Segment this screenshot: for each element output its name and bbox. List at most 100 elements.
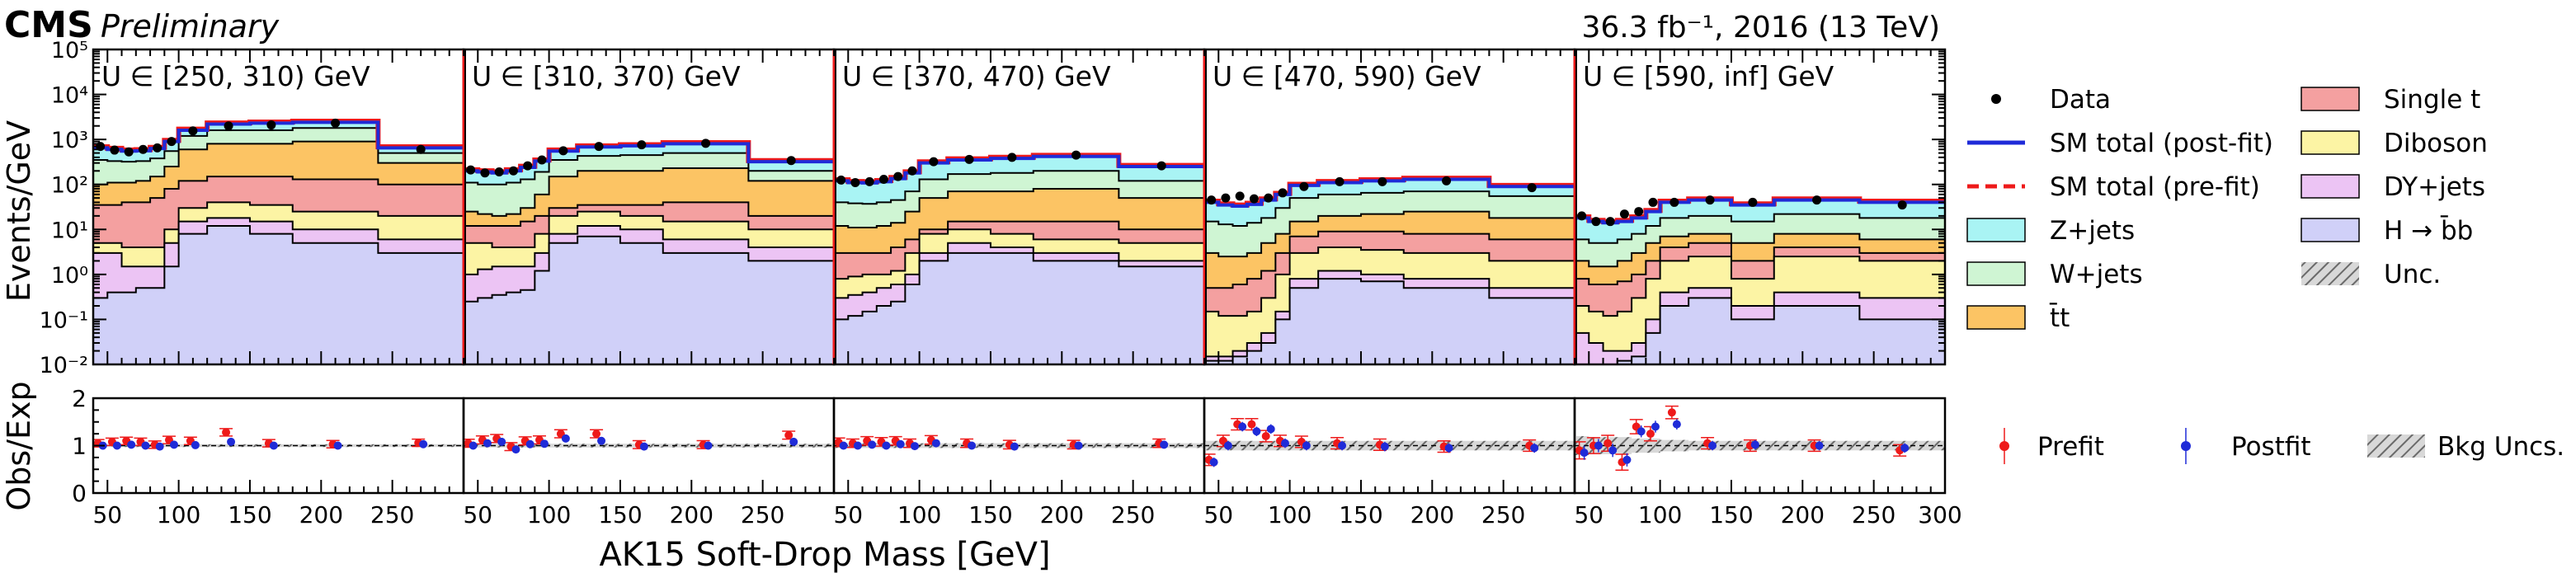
legend: Data SM total (post-fit) SM total (pre-fit…	[1966, 85, 2564, 464]
panel-4: U ∈ [470, 590) GeV 50 100 150 200 250	[1203, 48, 1576, 528]
ratio-y-tick-label: 2	[72, 385, 87, 412]
data-point	[864, 176, 874, 186]
ratio-inner	[93, 428, 464, 451]
ratio-unc-band	[1204, 440, 1219, 451]
data-point	[558, 146, 568, 156]
ratio-postfit-point	[789, 437, 798, 446]
x-tick-label: 50	[1203, 501, 1233, 528]
stack-h-bb	[834, 251, 1204, 364]
ratio-postfit-point	[1530, 444, 1539, 453]
data-point	[701, 139, 711, 148]
data-point	[1897, 200, 1907, 210]
ratio-postfit-point	[1622, 455, 1632, 464]
ratio-postfit-point	[1223, 441, 1232, 450]
y-tick-label: 10³	[51, 128, 88, 153]
legend-ratio-label: Prefit	[2037, 432, 2104, 462]
stack-group	[464, 139, 834, 364]
data-point	[878, 174, 888, 184]
ratio-postfit-point	[1266, 425, 1275, 434]
ratio-postfit-point	[896, 439, 905, 449]
data-point	[1705, 195, 1715, 205]
ratio-postfit-point	[868, 440, 877, 449]
ratio-inner	[1204, 417, 1575, 467]
data-point	[1299, 181, 1309, 191]
legend-ratio-label: Postfit	[2231, 432, 2311, 462]
data-point	[266, 120, 276, 130]
legend-label: Diboson	[2384, 129, 2488, 158]
legend-swatch-h-bb	[2301, 218, 2360, 242]
x-tick-label: 200	[299, 501, 343, 528]
y-tick-label: 10⁻²	[40, 353, 88, 378]
panel-1: U ∈ [250, 310) GeV 50 100 150 200 250	[92, 48, 465, 528]
ratio-postfit-point	[333, 441, 342, 450]
legend-label: Data	[2050, 85, 2111, 115]
ratio-unc-band	[1232, 440, 1247, 451]
legend-label: W+jets	[2050, 260, 2143, 289]
ratio-postfit-point	[1672, 420, 1681, 429]
data-point	[1156, 161, 1166, 171]
ratio-postfit-point	[1900, 444, 1910, 453]
data-point	[537, 155, 547, 165]
y-tick-label: 10⁻¹	[40, 308, 88, 333]
ratio-postfit-point	[839, 441, 848, 450]
stack-h-bb	[93, 224, 464, 364]
x-tick-label: 200	[1410, 501, 1454, 528]
ratio-postfit-point	[931, 439, 940, 448]
x-tick-label: 50	[463, 501, 492, 528]
ratio-postfit-point	[483, 439, 492, 448]
y-tick-label: 10¹	[51, 218, 88, 243]
data-point	[1648, 197, 1658, 207]
data-point	[1278, 188, 1288, 198]
panel-3: U ∈ [370, 470) GeV 50 100 150 200 250	[832, 48, 1206, 528]
x-tick-label: 100	[1638, 501, 1682, 528]
x-tick-label: 100	[897, 501, 941, 528]
legend-swatch-diboson	[2301, 130, 2360, 155]
data-point	[1619, 209, 1629, 219]
ratio-y-axis-label: Obs/Exp	[1, 381, 37, 510]
data-point	[523, 161, 533, 171]
data-point	[494, 167, 504, 177]
x-tick-label: 100	[157, 501, 200, 528]
ratio-postfit-point	[155, 442, 164, 451]
x-tick-label: 150	[968, 501, 1012, 528]
x-axis-label: AK15 Soft-Drop Mass [GeV]	[599, 536, 1050, 573]
legend-entry: DY+jets	[2301, 172, 2485, 202]
x-tick-label: 50	[833, 501, 863, 528]
x-tick-label: 250	[1481, 501, 1525, 528]
ratio-unc-band	[549, 444, 578, 448]
data-point	[786, 156, 796, 166]
legend-prefit-point	[1999, 441, 2009, 451]
ratio-prefit-point	[784, 430, 794, 439]
ratio-postfit-point	[1280, 439, 1289, 448]
legend-label: Z+jets	[2050, 216, 2135, 246]
legend-swatch-ttbar	[1966, 305, 2026, 330]
ratio-unc-band	[207, 444, 250, 448]
ratio-postfit-point	[419, 439, 428, 449]
x-tick-label: 300	[1918, 501, 1961, 528]
data-point	[1577, 211, 1587, 221]
data-point	[1669, 197, 1679, 207]
ratio-postfit-point	[1594, 441, 1603, 450]
x-tick-label: 100	[1268, 501, 1312, 528]
legend-swatch-z-jets	[1966, 218, 2026, 242]
ratio-inner	[834, 434, 1204, 451]
data-point	[964, 154, 974, 164]
data-point	[1071, 150, 1081, 160]
data-point	[466, 165, 476, 175]
x-tick-label: 100	[527, 501, 571, 528]
ratio-postfit-point	[910, 442, 919, 451]
y-tick-label: 10⁵	[51, 38, 88, 63]
legend-entry: H → b̄b	[2301, 215, 2473, 246]
sm-total-postfit	[1575, 198, 1945, 225]
legend-label: SM total (post-fit)	[2050, 129, 2273, 158]
panel-5: U ∈ [590, inf] GeV 50 100 150 200 250 300	[1573, 48, 1962, 528]
data-point	[637, 140, 647, 150]
ratio-panel: 50 100 150 200 250 300	[1573, 397, 1962, 528]
y-tick-label: 10⁴	[51, 83, 88, 109]
y-axis-ticks: 10⁻² 10⁻¹ 10⁰ 10¹ 10² 10³ 10⁴ 10⁵ 0 1 2	[40, 38, 1945, 507]
data-point	[929, 157, 939, 167]
legend-data-symbol	[1991, 94, 2001, 104]
ratio-unc-band	[1646, 438, 1660, 453]
ratio-postfit-point	[561, 434, 570, 443]
